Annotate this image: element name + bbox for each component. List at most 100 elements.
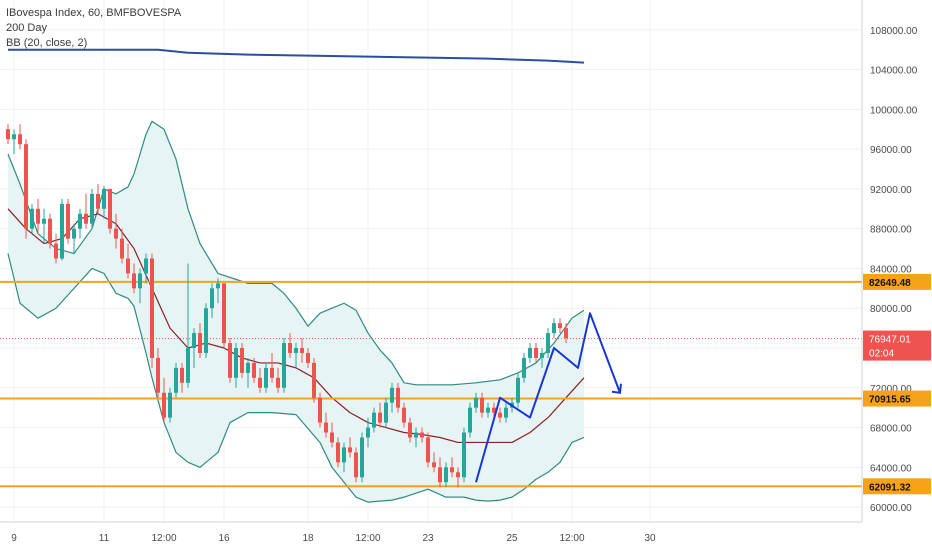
x-tick-label: 30 [644, 533, 656, 544]
level-label-bg [863, 273, 931, 290]
y-tick-label: 68000.00 [870, 424, 912, 435]
candle-body [420, 432, 424, 438]
candle [240, 343, 244, 378]
candle-body [252, 362, 256, 378]
legend: IBovespa Index, 60, BMFBOVESPA 200 Day B… [6, 6, 181, 51]
candle [342, 442, 346, 473]
candle-body [480, 397, 484, 413]
legend-symbol[interactable]: IBovespa Index, 60, BMFBOVESPA [6, 7, 182, 19]
candle-body [438, 467, 442, 483]
candle-body [222, 283, 226, 344]
candle-body [318, 397, 322, 423]
legend-bb[interactable]: BB (20, close, 2) [6, 37, 88, 49]
candle-body [372, 412, 376, 428]
y-tick-label: 88000.00 [870, 225, 912, 236]
candle [390, 382, 394, 413]
level-label-bg [863, 390, 931, 407]
candle [528, 343, 532, 363]
y-tick-label: 96000.00 [870, 145, 912, 156]
candle [438, 457, 442, 488]
candle-body [390, 387, 394, 403]
candle-body [294, 348, 298, 353]
candle-body [54, 243, 58, 259]
candle [114, 213, 118, 249]
candle [210, 283, 214, 319]
candle [192, 328, 196, 368]
candle [228, 338, 232, 383]
candle-body [138, 273, 142, 289]
candle [258, 367, 262, 393]
candle-body [162, 392, 166, 418]
candle-body [432, 462, 436, 468]
candle-body [234, 348, 238, 378]
x-tick-label: 12:00 [355, 533, 380, 544]
candle-body [540, 352, 544, 358]
candle-body [426, 437, 430, 463]
candles [6, 124, 568, 488]
x-tick-label: 23 [422, 533, 434, 544]
candle-body [558, 323, 562, 329]
candle [288, 333, 292, 358]
candle-body [84, 213, 88, 224]
candle-body [546, 333, 550, 353]
candle [312, 357, 316, 403]
candle [198, 323, 202, 358]
candle [42, 208, 46, 244]
candle-body [198, 333, 202, 353]
candle [306, 348, 310, 368]
candle-body [552, 323, 556, 334]
candle-body [114, 228, 118, 239]
candle-body [246, 362, 250, 373]
candle [564, 323, 568, 344]
candle-body [504, 407, 508, 418]
candle-body [414, 432, 418, 438]
candle-body [78, 213, 82, 229]
candle [486, 402, 490, 418]
candle [156, 348, 160, 398]
candle-body [144, 258, 148, 274]
candle-body [360, 437, 364, 478]
candle [234, 343, 238, 388]
candle-body [330, 432, 334, 443]
candle-body [102, 188, 106, 209]
x-tick-label: 25 [506, 533, 518, 544]
candle [126, 243, 130, 279]
candle [522, 352, 526, 383]
candle [480, 392, 484, 418]
candle [492, 402, 496, 418]
candle [360, 432, 364, 483]
y-tick-label: 108000.00 [870, 26, 918, 37]
last-price-label: 76947.01 [869, 335, 911, 346]
candle [54, 233, 58, 264]
candle [216, 278, 220, 304]
x-tick-label: 12:00 [151, 533, 176, 544]
candle [270, 352, 274, 383]
candle [72, 223, 76, 254]
candle [318, 392, 322, 428]
candle-body [444, 467, 448, 483]
candle-body [288, 343, 292, 353]
candle-body [486, 407, 490, 413]
y-tick-label: 72000.00 [870, 384, 912, 395]
candle-body [522, 357, 526, 378]
candle-body [174, 367, 178, 393]
candle-body [42, 218, 46, 224]
candle-body [66, 203, 70, 239]
candle [408, 417, 412, 443]
candle-body [30, 208, 34, 229]
candle-body [342, 447, 346, 463]
candle [462, 427, 466, 483]
candle [432, 452, 436, 473]
candle [474, 392, 478, 413]
candle [468, 402, 472, 438]
candle [168, 387, 172, 423]
legend-ma[interactable]: 200 Day [6, 22, 47, 34]
candle [246, 357, 250, 388]
candle [354, 447, 358, 483]
y-tick-label: 92000.00 [870, 185, 912, 196]
y-tick-label: 60000.00 [870, 503, 912, 514]
candle-body [282, 343, 286, 388]
candle [414, 427, 418, 448]
